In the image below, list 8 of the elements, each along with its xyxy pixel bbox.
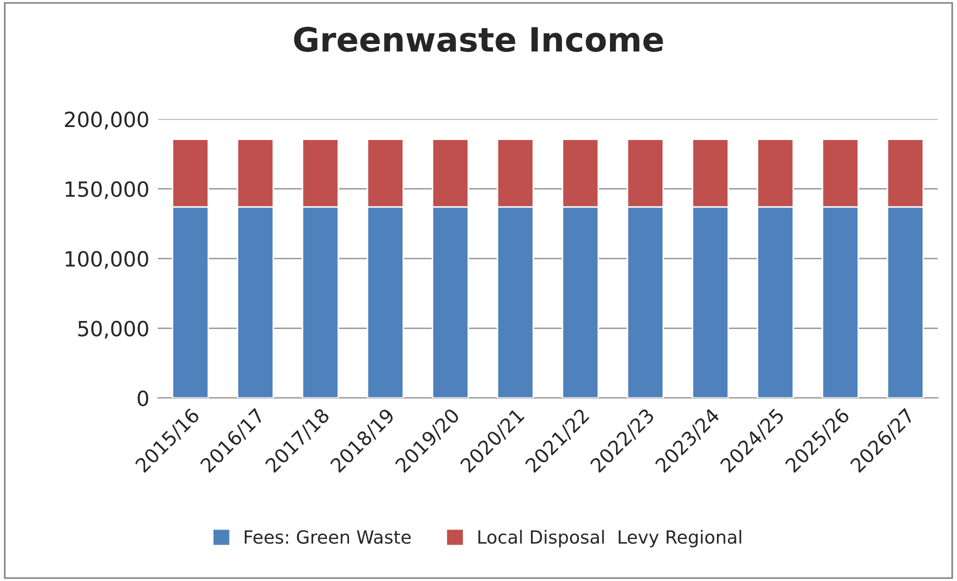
y-tick-label: 200,000 — [64, 112, 148, 130]
y-tick-label: 100,000 — [66, 251, 148, 269]
y-tick-label: 0 — [138, 390, 148, 406]
legend-label: Local Disposal Levy Regional — [478, 530, 742, 548]
y-tick-label: 50,000 — [78, 320, 148, 339]
y-tick-label: 150,000 — [66, 181, 148, 200]
legend-label: Fees: Green Waste — [244, 530, 411, 544]
chart-title: Greenwaste Income — [294, 26, 663, 52]
